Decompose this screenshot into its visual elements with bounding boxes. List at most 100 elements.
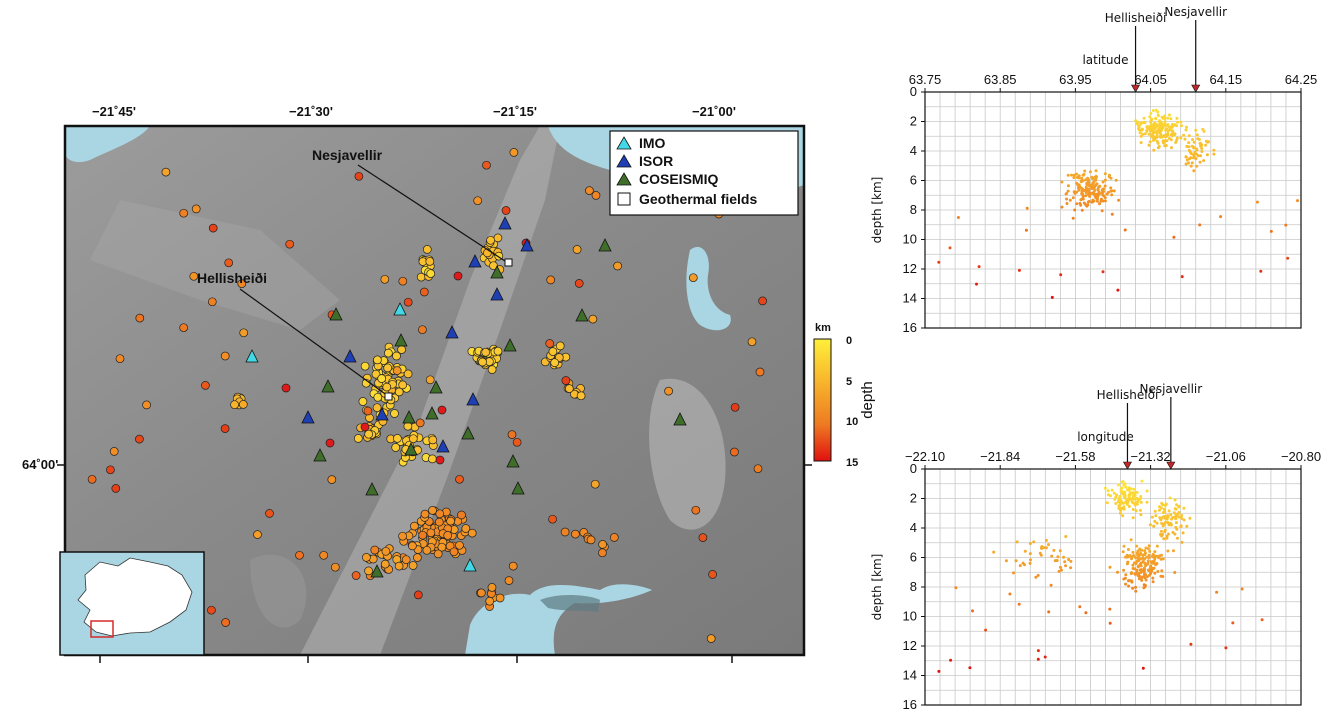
depth-point: [1015, 540, 1019, 544]
x-tick-label: 63.75: [909, 72, 942, 87]
depth-point: [1120, 486, 1124, 490]
depth-point: [1150, 133, 1154, 137]
lake: [465, 584, 652, 655]
depth-point: [1095, 195, 1099, 199]
lat-tick-label: 64˚00': [22, 457, 58, 472]
station-triangle-icon: [343, 349, 357, 363]
depth-point: [1139, 495, 1143, 498]
earthquake-marker: [457, 510, 466, 520]
earthquake-marker: [449, 547, 459, 557]
site-marker-arrow-icon: [1131, 84, 1141, 93]
depth-point: [1159, 506, 1163, 510]
earthquake-marker: [422, 245, 432, 254]
depth-point: [1032, 540, 1036, 544]
depth-point: [1073, 208, 1077, 212]
earthquake-marker: [585, 186, 594, 195]
depth-point: [968, 666, 972, 670]
geothermal-square-icon: [617, 192, 631, 206]
earthquake-marker: [360, 361, 370, 371]
depth-point: [1154, 108, 1158, 112]
depth-point: [1075, 202, 1079, 206]
earthquake-marker: [392, 366, 402, 375]
depth-point: [1151, 576, 1155, 580]
depth-point: [1008, 592, 1012, 596]
depth-point: [1117, 497, 1121, 501]
depth-point: [1114, 495, 1118, 499]
depth-point: [1059, 568, 1063, 572]
hill-highlight: [649, 378, 726, 530]
site-marker-arrow-icon: [1166, 461, 1176, 470]
y-tick-label: 4: [910, 520, 917, 535]
earthquake-marker: [398, 380, 408, 390]
y-tick-label: 14: [903, 291, 917, 306]
depth-point: [1150, 515, 1154, 519]
depth-point: [1122, 483, 1126, 487]
station-triangle-icon: [506, 454, 520, 468]
depth-point: [1155, 544, 1159, 548]
depth-point: [1133, 501, 1137, 505]
depth-point: [1173, 532, 1177, 536]
depth-point: [1149, 560, 1153, 564]
depth-point: [1110, 488, 1114, 492]
depth-point: [1124, 500, 1128, 504]
earthquake-marker: [358, 397, 368, 406]
depth-point: [1166, 549, 1170, 553]
depth-point: [1149, 120, 1153, 124]
earthquake-marker: [461, 524, 471, 533]
depth-point: [1064, 535, 1068, 538]
depth-point: [1161, 511, 1165, 515]
depth-point: [1185, 524, 1189, 528]
earthquake-marker: [507, 430, 517, 439]
earthquake-marker: [489, 261, 498, 271]
earthquake-marker: [476, 588, 486, 598]
y-axis-label: depth [km]: [870, 554, 884, 621]
earthquake-marker: [443, 531, 453, 540]
depth-point: [1141, 132, 1145, 136]
earthquake-marker: [508, 561, 518, 571]
depth-point: [1114, 178, 1118, 182]
depth-point: [1079, 203, 1083, 207]
depth-point: [1155, 562, 1159, 565]
hellisheidi-label: Hellisheiði: [197, 270, 267, 286]
depth-point: [1109, 186, 1113, 190]
depth-point: [1165, 536, 1169, 540]
earthquake-marker: [410, 521, 419, 531]
depth-point: [948, 246, 952, 250]
depth-point: [1154, 514, 1158, 518]
depth-point: [1077, 188, 1081, 192]
depth-point: [1101, 270, 1105, 274]
depth-point: [1044, 538, 1048, 542]
y-tick-label: 0: [910, 84, 917, 99]
earthquake-marker: [281, 383, 291, 393]
station-triangle-icon: [463, 558, 477, 572]
depth-point: [1133, 572, 1137, 576]
depth-point: [1122, 544, 1126, 548]
depth-point: [1114, 502, 1118, 505]
depth-point: [1131, 550, 1135, 554]
earthquake-marker: [708, 570, 717, 579]
earthquake-marker: [418, 530, 428, 540]
depth-point: [1004, 559, 1008, 563]
earthquake-marker: [393, 434, 402, 443]
depth-point: [1180, 517, 1184, 520]
earthquake-marker: [545, 339, 555, 348]
depth-point: [1129, 572, 1133, 576]
earthquake-marker: [482, 160, 491, 170]
depth-point: [1132, 487, 1136, 491]
x-tick-label: 64.15: [1210, 72, 1243, 87]
depth-point: [992, 550, 996, 554]
depth-point: [1023, 563, 1026, 567]
station-triangle-icon: [404, 442, 418, 456]
depth-point: [1143, 553, 1147, 557]
x-tick-label: 63.85: [984, 72, 1017, 87]
depth-point: [1067, 558, 1071, 561]
depth-point: [1059, 273, 1063, 277]
depth-point: [1187, 157, 1191, 161]
depth-point: [1190, 161, 1194, 165]
latitude-depth-plot: 63.75 63.85 63.95 64.05 64.15 64.25 0 2 4 6 8 10 12 1…: [870, 5, 1317, 335]
depth-point: [1149, 564, 1153, 568]
depth-point: [1134, 119, 1138, 123]
depth-point: [1138, 563, 1142, 567]
map-frame: [63, 124, 806, 657]
depth-point: [1100, 209, 1104, 213]
